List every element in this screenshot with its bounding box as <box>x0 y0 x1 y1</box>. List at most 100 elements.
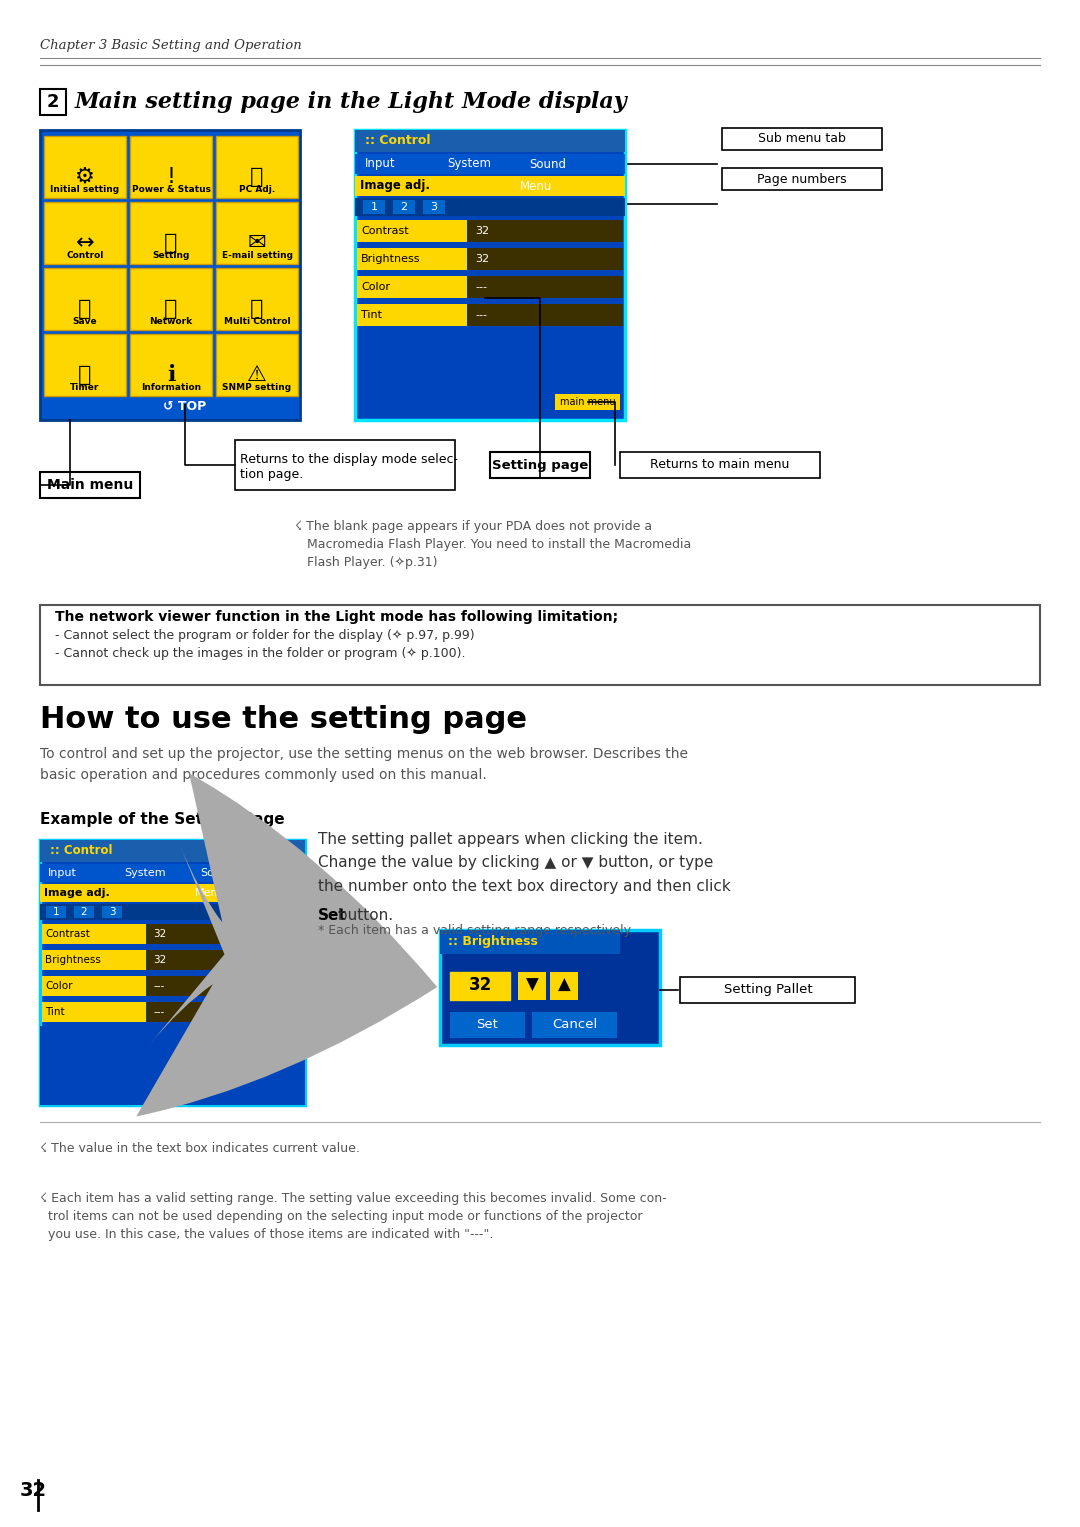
Text: PC Adj.: PC Adj. <box>239 185 275 194</box>
Text: To control and set up the projector, use the setting menus on the web browser. D: To control and set up the projector, use… <box>40 747 688 782</box>
FancyBboxPatch shape <box>723 168 882 189</box>
Text: E-mail setting: E-mail setting <box>221 252 293 261</box>
FancyBboxPatch shape <box>130 136 212 199</box>
FancyBboxPatch shape <box>44 269 126 330</box>
Text: 32: 32 <box>21 1481 48 1500</box>
Text: Cancel: Cancel <box>552 1019 597 1032</box>
Text: !: ! <box>166 166 175 186</box>
Text: 32: 32 <box>475 226 489 237</box>
FancyBboxPatch shape <box>357 220 467 241</box>
Text: ☇ The blank page appears if your PDA does not provide a
   Macromedia Flash Play: ☇ The blank page appears if your PDA doe… <box>295 521 691 570</box>
Text: ⚠: ⚠ <box>247 365 267 385</box>
FancyBboxPatch shape <box>357 304 467 325</box>
Text: 32: 32 <box>153 928 166 939</box>
Text: ↔: ↔ <box>76 234 94 253</box>
Text: Image adj.: Image adj. <box>360 180 430 192</box>
FancyBboxPatch shape <box>42 1002 146 1022</box>
Text: :: Control: :: Control <box>365 134 431 148</box>
Text: Set: Set <box>476 1019 498 1032</box>
Text: Timer: Timer <box>70 383 99 392</box>
Text: Setting page: Setting page <box>491 458 589 472</box>
FancyBboxPatch shape <box>357 247 467 270</box>
Text: :: Brightness: :: Brightness <box>448 936 538 948</box>
Text: Contrast: Contrast <box>45 928 90 939</box>
Text: 💾: 💾 <box>79 299 92 319</box>
Text: 🎛: 🎛 <box>251 299 264 319</box>
FancyBboxPatch shape <box>130 269 212 330</box>
Text: ⏰: ⏰ <box>79 365 92 385</box>
FancyBboxPatch shape <box>363 200 384 214</box>
Text: Main setting page in the Light Mode display: Main setting page in the Light Mode disp… <box>75 92 627 113</box>
FancyBboxPatch shape <box>44 334 126 395</box>
FancyBboxPatch shape <box>680 976 855 1003</box>
FancyBboxPatch shape <box>75 906 94 918</box>
Text: ▼: ▼ <box>526 976 538 994</box>
FancyBboxPatch shape <box>450 973 510 1000</box>
FancyBboxPatch shape <box>216 269 298 330</box>
FancyBboxPatch shape <box>235 440 455 490</box>
Text: ↺ TOP: ↺ TOP <box>163 400 206 412</box>
FancyBboxPatch shape <box>620 452 820 478</box>
FancyBboxPatch shape <box>450 1012 525 1038</box>
FancyBboxPatch shape <box>130 202 212 264</box>
Text: ℹ: ℹ <box>166 365 175 385</box>
Text: Setting Pallet: Setting Pallet <box>724 983 812 996</box>
FancyBboxPatch shape <box>440 930 660 1044</box>
FancyBboxPatch shape <box>532 1012 617 1038</box>
FancyBboxPatch shape <box>44 136 126 199</box>
FancyBboxPatch shape <box>468 220 623 241</box>
Text: Returns to the display mode selec-
tion page.: Returns to the display mode selec- tion … <box>240 454 458 481</box>
Text: ---: --- <box>475 310 487 321</box>
Text: Returns to main menu: Returns to main menu <box>650 458 789 472</box>
FancyBboxPatch shape <box>440 930 620 954</box>
Text: System: System <box>447 157 491 171</box>
FancyBboxPatch shape <box>40 884 305 902</box>
Text: 32: 32 <box>153 954 166 965</box>
Text: Input: Input <box>48 867 77 878</box>
Text: Input: Input <box>365 157 395 171</box>
Text: Chapter 3 Basic Setting and Operation: Chapter 3 Basic Setting and Operation <box>40 38 301 52</box>
FancyBboxPatch shape <box>147 1002 303 1022</box>
Text: How to use the setting page: How to use the setting page <box>40 705 527 734</box>
FancyBboxPatch shape <box>355 176 625 195</box>
Text: ---: --- <box>153 980 164 991</box>
Text: Image adj.: Image adj. <box>44 889 110 898</box>
Text: Set: Set <box>318 909 347 922</box>
FancyBboxPatch shape <box>216 334 298 395</box>
FancyBboxPatch shape <box>40 472 140 498</box>
FancyBboxPatch shape <box>468 276 623 298</box>
Text: 🔧: 🔧 <box>164 234 178 253</box>
FancyBboxPatch shape <box>40 130 300 420</box>
FancyBboxPatch shape <box>355 130 625 420</box>
Text: Setting: Setting <box>152 252 190 261</box>
FancyBboxPatch shape <box>216 136 298 199</box>
Text: button.: button. <box>333 909 393 922</box>
FancyBboxPatch shape <box>130 334 212 395</box>
FancyBboxPatch shape <box>355 130 625 153</box>
FancyBboxPatch shape <box>216 202 298 264</box>
FancyBboxPatch shape <box>40 864 305 883</box>
Text: Tint: Tint <box>45 1006 65 1017</box>
Text: Main menu: Main menu <box>46 478 133 492</box>
Text: 2: 2 <box>81 907 87 918</box>
FancyBboxPatch shape <box>42 976 146 996</box>
FancyBboxPatch shape <box>555 394 620 411</box>
FancyBboxPatch shape <box>468 247 623 270</box>
Text: Save: Save <box>72 318 97 327</box>
Text: 2: 2 <box>401 202 407 212</box>
Text: Initial setting: Initial setting <box>51 185 120 194</box>
Text: Menu: Menu <box>195 889 226 898</box>
FancyBboxPatch shape <box>147 976 303 996</box>
Text: - Cannot select the program or folder for the display (✧ p.97, p.99): - Cannot select the program or folder fo… <box>55 629 474 641</box>
FancyBboxPatch shape <box>490 452 590 478</box>
Text: main menu: main menu <box>561 397 616 408</box>
FancyBboxPatch shape <box>423 200 445 214</box>
Text: Menu: Menu <box>519 180 552 192</box>
Text: Sub menu tab: Sub menu tab <box>758 133 846 145</box>
Text: 3: 3 <box>109 907 116 918</box>
Text: ✉: ✉ <box>247 234 267 253</box>
Text: Multi Control: Multi Control <box>224 318 291 327</box>
Text: Brightness: Brightness <box>361 253 420 264</box>
Text: Contrast: Contrast <box>361 226 408 237</box>
FancyBboxPatch shape <box>46 906 66 918</box>
